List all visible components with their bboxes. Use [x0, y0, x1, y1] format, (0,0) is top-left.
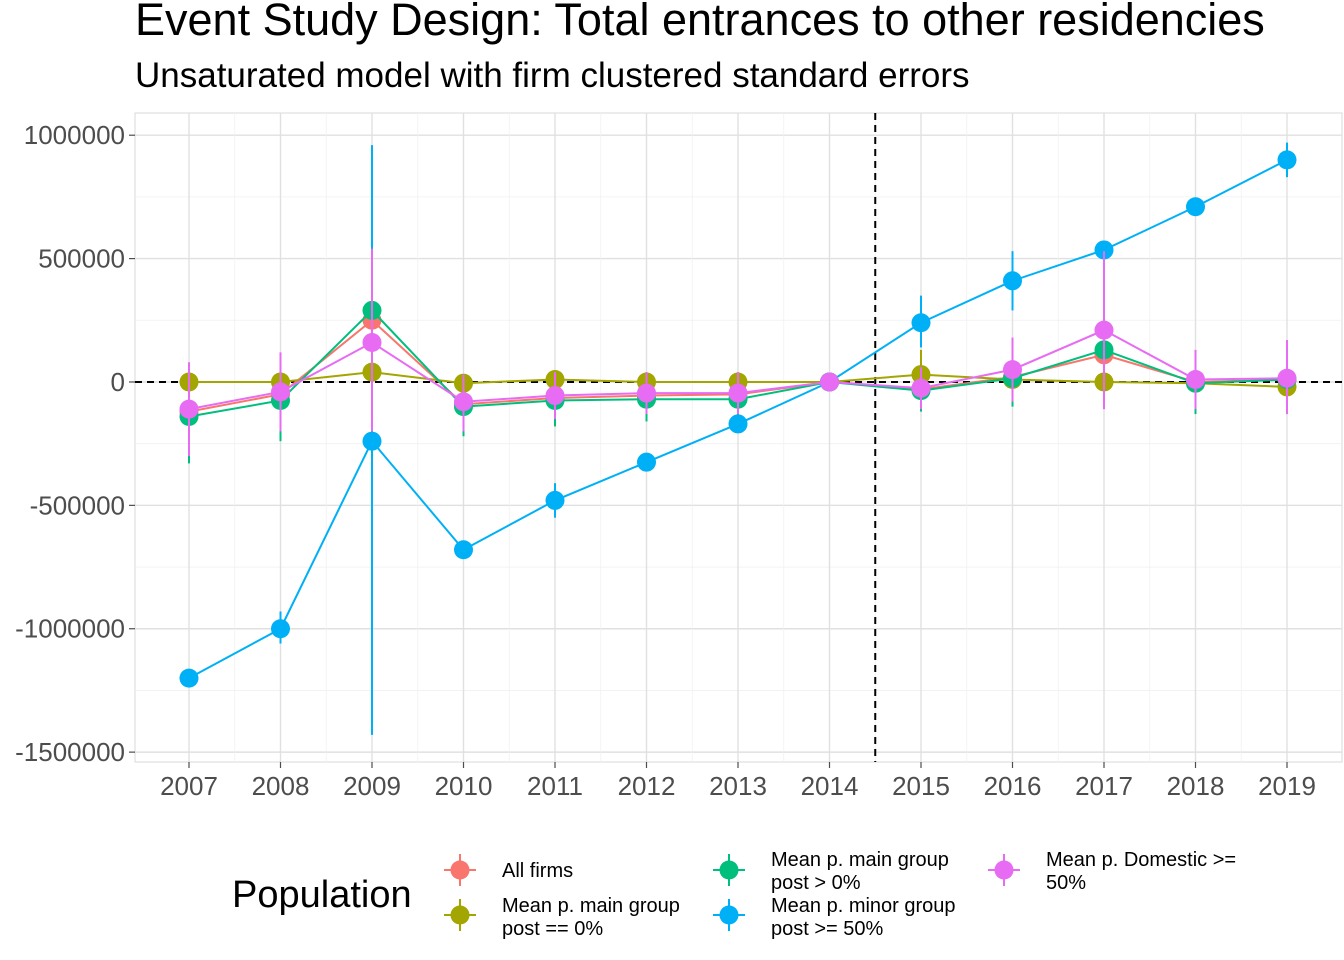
data-point [1186, 370, 1205, 390]
data-point [1094, 240, 1114, 260]
legend-label-line: Mean p. main group [771, 849, 949, 871]
data-point [545, 386, 565, 406]
data-point [728, 414, 748, 434]
legend-label: Mean p. main group post > 0% [771, 849, 949, 894]
data-point [1003, 271, 1022, 291]
data-point [362, 332, 382, 352]
legend-item-3: Mean p. main group post > 0% [713, 849, 949, 894]
data-point [179, 668, 199, 688]
x-tick-label: 2010 [435, 771, 493, 801]
data-point [1277, 150, 1297, 170]
data-point [637, 383, 656, 403]
legend-label: Mean p. minor group post >= 50% [771, 895, 956, 940]
legend-item-5: Mean p. Domestic >= 50% [988, 849, 1236, 894]
data-point [179, 399, 199, 419]
legend-label-line: Mean p. Domestic >= [1046, 849, 1236, 871]
legend-label: Mean p. Domestic >= 50% [1046, 849, 1236, 894]
data-point [911, 313, 931, 333]
x-tick-label: 2011 [527, 771, 583, 801]
legend-key-point [994, 860, 1014, 880]
data-point [362, 431, 382, 451]
x-tick-label: 2009 [343, 771, 401, 801]
legend-label-line: Mean p. main group [502, 895, 680, 917]
legend-key-point [719, 905, 739, 925]
legend-label-line: 50% [1046, 872, 1086, 894]
legend-title: Population [232, 874, 412, 916]
series-4 [179, 142, 1297, 735]
data-point [911, 378, 931, 398]
data-point [271, 382, 290, 402]
legend-item-4: Mean p. minor group post >= 50% [713, 895, 956, 940]
x-tick-label: 2013 [709, 771, 767, 801]
legend-label-line: post > 0% [771, 872, 861, 894]
legend-label: Mean p. main group post == 0% [502, 895, 680, 940]
chart-subtitle: Unsaturated model with firm clustered st… [135, 56, 970, 95]
y-tick-label: -1500000 [15, 737, 125, 767]
x-tick-label: 2007 [160, 771, 218, 801]
legend-key-point [450, 905, 470, 925]
series-5 [179, 248, 1297, 457]
legend-label-line: post == 0% [502, 918, 603, 940]
series-layer [179, 142, 1297, 735]
y-tick-label: 0 [111, 367, 125, 397]
data-point [454, 392, 473, 412]
x-tick-label: 2015 [892, 771, 950, 801]
data-point [271, 619, 290, 639]
data-point [1094, 320, 1114, 340]
data-point [454, 540, 473, 560]
x-tick-label: 2012 [618, 771, 676, 801]
axis-labels: 1000000 500000 0 -500000 -1000000 -1500000 200… [15, 120, 1316, 801]
data-point [545, 490, 565, 510]
data-point [1003, 360, 1022, 380]
legend-label-line: All firms [502, 860, 573, 882]
y-tick-label: -1000000 [15, 614, 125, 644]
legend-label: All firms [502, 860, 573, 882]
chart-title: Event Study Design: Total entrances to o… [135, 0, 1265, 45]
y-tick-label: -500000 [30, 490, 125, 520]
data-point [728, 383, 748, 403]
x-tick-label: 2008 [252, 771, 310, 801]
x-tick-label: 2018 [1167, 771, 1225, 801]
x-tick-label: 2016 [984, 771, 1042, 801]
x-tick-label: 2019 [1258, 771, 1316, 801]
legend-label-line: Mean p. minor group [771, 895, 956, 917]
data-point [1277, 368, 1297, 388]
y-tick-label: 500000 [38, 244, 125, 274]
data-point [820, 372, 839, 392]
legend-key-point [450, 860, 470, 880]
legend-item-2: Mean p. main group post == 0% [444, 895, 680, 940]
legend-item-1: All firms [444, 854, 573, 886]
grid-lines [134, 112, 1343, 763]
data-point [1186, 197, 1205, 217]
legend-label-line: post >= 50% [771, 918, 884, 940]
x-tick-label: 2014 [801, 771, 859, 801]
y-tick-label: 1000000 [24, 120, 125, 150]
x-tick-label: 2017 [1075, 771, 1133, 801]
legend-key-point [719, 860, 739, 880]
data-point [637, 452, 656, 472]
